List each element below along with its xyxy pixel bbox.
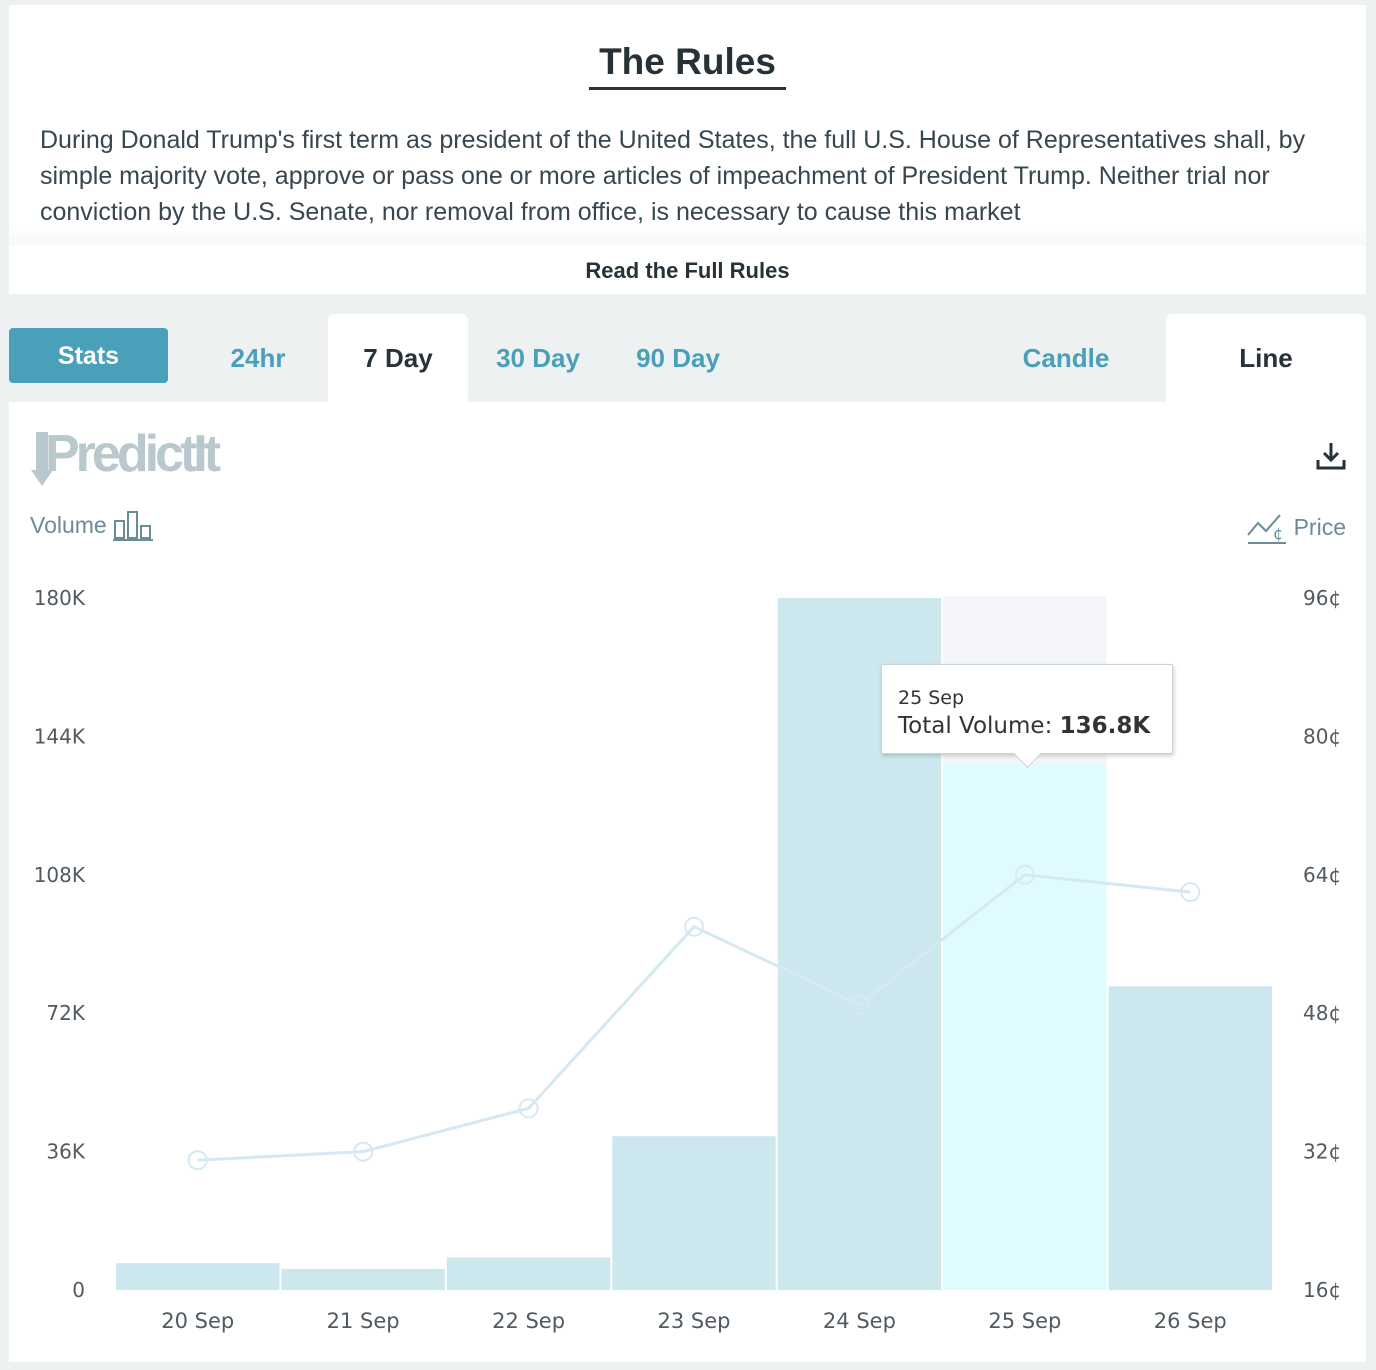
bar-chart-icon xyxy=(112,511,153,541)
download-icon[interactable] xyxy=(1315,440,1347,472)
y-left-tick-label: 72K xyxy=(46,1001,85,1025)
price-point xyxy=(518,1098,539,1119)
volume-legend[interactable]: Volume xyxy=(30,509,153,541)
line-chart-icon: ¢ xyxy=(1246,514,1286,544)
price-point xyxy=(849,994,870,1015)
volume-bar xyxy=(943,764,1107,1290)
y-right-tick-label: 64¢ xyxy=(1303,863,1341,887)
chart-card: PredictIt Volume ¢ Price 0 36K 72K 108K 144K… xyxy=(9,402,1366,1362)
x-tick-label: 22 Sep xyxy=(492,1309,565,1333)
volume-bar xyxy=(1108,986,1272,1290)
price-legend[interactable]: ¢ Price xyxy=(1246,509,1346,545)
x-tick-label: 20 Sep xyxy=(161,1309,234,1333)
y-left-tick-label: 180K xyxy=(34,586,86,610)
tooltip-date: 25 Sep xyxy=(898,687,965,709)
price-point xyxy=(1014,864,1035,885)
svg-text:¢: ¢ xyxy=(1273,524,1283,543)
tab-line[interactable]: Line xyxy=(1166,314,1366,402)
tab-7-day[interactable]: 7 Day xyxy=(328,314,468,402)
rules-card: The Rules During Donald Trump's first te… xyxy=(9,5,1366,294)
x-tick-label: 24 Sep xyxy=(823,1309,896,1333)
stats-button[interactable]: Stats xyxy=(9,328,168,383)
rules-fade xyxy=(9,231,1366,245)
y-right-tick-label: 32¢ xyxy=(1303,1140,1341,1164)
price-point xyxy=(353,1141,374,1162)
y-left-tick-label: 0 xyxy=(72,1278,85,1302)
volume-legend-label: Volume xyxy=(30,511,107,538)
tab-30-day[interactable]: 30 Day xyxy=(496,343,580,373)
y-right-tick-label: 80¢ xyxy=(1303,724,1341,748)
x-tick-label: 21 Sep xyxy=(327,1309,400,1333)
rules-text: During Donald Trump's first term as pres… xyxy=(40,126,1306,225)
tab-candle[interactable]: Candle xyxy=(1022,343,1110,373)
predictit-logo: PredictIt xyxy=(31,424,241,490)
chart-tooltip: 25 Sep Total Volume: 136.8K xyxy=(881,664,1173,768)
tab-90-day[interactable]: 90 Day xyxy=(636,343,720,373)
y-right-tick-label: 96¢ xyxy=(1303,586,1341,610)
y-right-tick-label: 16¢ xyxy=(1303,1278,1341,1302)
chart-tab-bar: Stats 24hr 7 Day 30 Day 90 Day Candle Li… xyxy=(9,314,1366,402)
x-tick-label: 23 Sep xyxy=(658,1309,731,1333)
tab-24hr[interactable]: 24hr xyxy=(230,343,286,373)
volume-bar xyxy=(116,1263,280,1290)
volume-price-chart: 0 36K 72K 108K 144K 180K 16¢ 32¢ 48¢ 64¢ 80¢ 96¢ 20 … xyxy=(34,586,1341,1333)
y-left-tick-label: 144K xyxy=(34,724,86,748)
volume-bar xyxy=(281,1268,445,1290)
y-left-tick-label: 108K xyxy=(34,863,86,887)
x-tick-label: 26 Sep xyxy=(1154,1309,1227,1333)
volume-bar xyxy=(612,1136,776,1290)
logo-arrow-icon xyxy=(31,432,53,486)
rules-title: The Rules xyxy=(9,43,1366,90)
x-tick-label: 25 Sep xyxy=(988,1309,1061,1333)
tooltip-volume: Total Volume: 136.8K xyxy=(898,713,1151,739)
volume-bar xyxy=(446,1257,611,1290)
price-legend-label: Price xyxy=(1293,513,1346,540)
price-line xyxy=(197,873,1191,1162)
price-point xyxy=(1180,882,1201,903)
price-point xyxy=(684,916,704,937)
price-point xyxy=(187,1150,208,1171)
y-right-tick-label: 48¢ xyxy=(1303,1001,1341,1025)
read-full-rules-button[interactable]: Read the Full Rules xyxy=(585,258,790,283)
y-left-tick-label: 36K xyxy=(46,1140,85,1164)
